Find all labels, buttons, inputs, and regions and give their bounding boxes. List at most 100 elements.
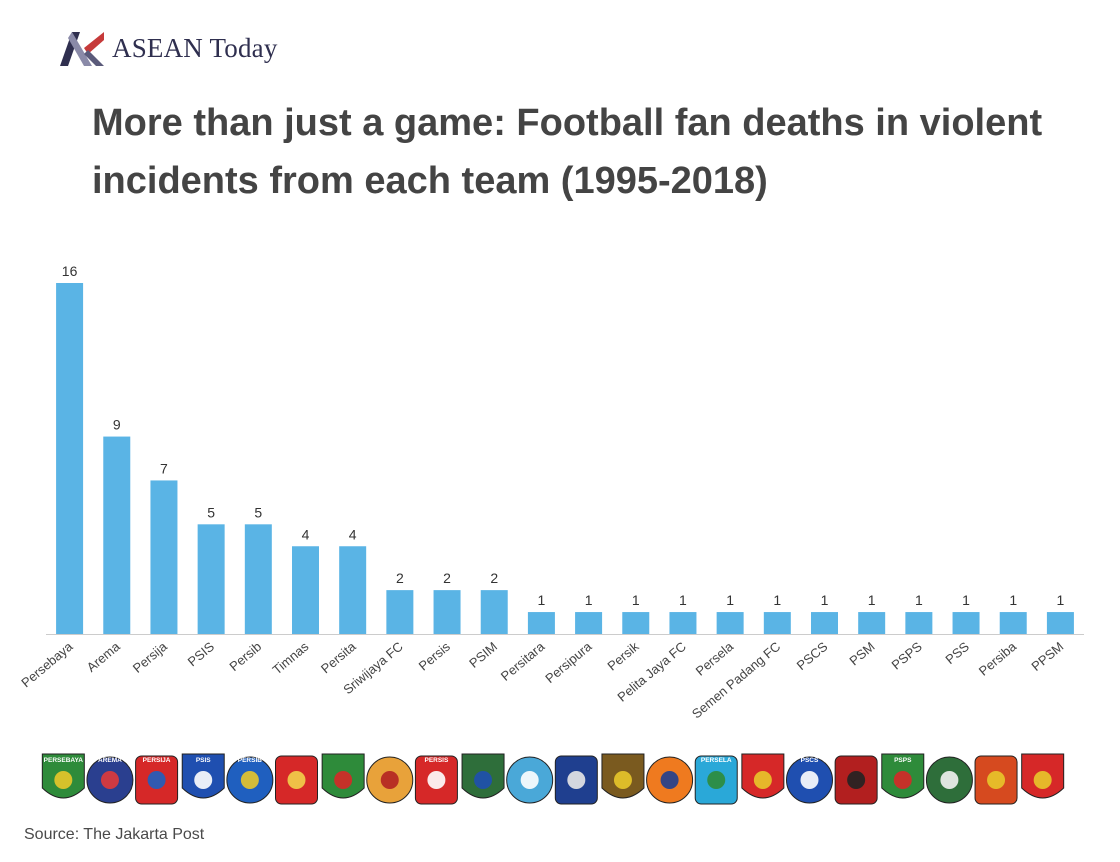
crest-pscs-icon: PSCS — [786, 756, 833, 804]
crest-timnas-icon — [275, 755, 318, 805]
data-label: 1 — [868, 592, 876, 608]
crest-label: PSCS — [801, 757, 819, 764]
x-tick-label: Persebaya — [18, 638, 76, 690]
bar-persija — [150, 480, 178, 634]
data-label: 1 — [726, 592, 734, 608]
source-note: Source: The Jakarta Post — [24, 826, 205, 843]
data-label: 1 — [679, 592, 687, 608]
crest-persija-icon: PERSIJA — [135, 755, 179, 805]
data-label: 4 — [349, 526, 357, 542]
brand-name: ASEAN Today — [112, 32, 278, 63]
x-tick-label: Arema — [84, 638, 124, 675]
crest-label: PSPS — [894, 757, 912, 764]
bar-chart: 16 Persebaya 9 Arema 7 Persija 5 PSIS 5 Persib 4 Ti… — [18, 263, 1084, 722]
data-label: 1 — [632, 592, 640, 608]
bar-persik — [622, 612, 650, 634]
crest-persebaya-icon: PERSEBAYA — [41, 753, 85, 799]
bar-psm — [858, 612, 886, 634]
data-label: 2 — [396, 570, 404, 586]
crest-label: PERSELA — [701, 757, 732, 764]
crest-pelita-jaya-fc-icon — [646, 756, 694, 804]
crest-psim-icon — [461, 753, 505, 799]
x-tick-label: PSS — [942, 639, 972, 667]
x-tick-label: PSIM — [466, 639, 500, 671]
bar-ppsm — [1046, 612, 1074, 634]
data-label: 5 — [254, 504, 262, 520]
bar-pelita-jaya-fc — [669, 612, 697, 634]
chart-title: More than just a game: Football fan deat… — [92, 102, 1043, 202]
crest-label: PSIS — [196, 757, 211, 764]
x-tick-label: PSCS — [794, 639, 831, 673]
crest-persis-icon: PERSIS — [414, 755, 458, 805]
bar-semen-padang-fc — [763, 612, 791, 634]
data-label: 1 — [1057, 592, 1065, 608]
crest-persitara-icon — [506, 756, 554, 804]
data-label: 5 — [207, 504, 215, 520]
data-label: 1 — [773, 592, 781, 608]
bar-persitara — [527, 612, 555, 634]
data-label: 2 — [443, 570, 451, 586]
asean-today-logo-icon — [60, 32, 104, 66]
x-tick-label: Persik — [604, 638, 642, 673]
crest-psps-icon: PSPS — [881, 753, 925, 799]
bar-pss — [952, 612, 980, 634]
data-label: 1 — [962, 592, 970, 608]
crest-persita-icon — [321, 753, 365, 799]
crest-persib-icon: PERSIB — [226, 756, 274, 804]
crest-label: AREMA — [98, 757, 122, 764]
bar-persebaya — [56, 283, 84, 634]
bar-timnas — [292, 546, 319, 634]
crest-label: PERSIS — [424, 757, 449, 764]
bar-psis — [197, 524, 225, 634]
data-label: 1 — [585, 592, 593, 608]
bar-persib — [244, 524, 272, 634]
x-tick-label: Persela — [693, 638, 737, 678]
crest-arema-icon: AREMA — [86, 756, 134, 804]
data-label: 1 — [821, 592, 829, 608]
data-label: 1 — [915, 592, 923, 608]
crest-semen-padang-fc-icon — [741, 753, 785, 799]
bar-psim — [480, 590, 508, 634]
x-tick-label: Persitara — [498, 638, 548, 683]
crest-persipura-icon — [554, 755, 598, 805]
data-label: 9 — [113, 417, 121, 433]
team-crests-row: PERSEBAYA AREMA PERSIJA PSIS PERSIB PERSIS PER… — [41, 753, 1065, 805]
crest-psis-icon: PSIS — [181, 753, 225, 799]
data-label: 1 — [538, 592, 546, 608]
x-tick-label: PSM — [846, 639, 877, 669]
x-tick-label: PSIS — [185, 639, 218, 670]
crest-persela-icon: PERSELA — [694, 755, 738, 805]
x-tick-label: Persipura — [542, 638, 595, 686]
data-label: 16 — [62, 263, 78, 279]
crest-sriwijaya-fc-icon — [366, 756, 414, 804]
crest-pss-icon — [925, 756, 973, 804]
data-label: 7 — [160, 460, 168, 476]
crest-ppsm-icon — [1021, 753, 1065, 799]
bar-persiba — [999, 612, 1027, 634]
bar-persela — [716, 612, 744, 634]
bar-persis — [433, 590, 461, 634]
x-tick-label: PSPS — [889, 639, 925, 673]
crest-psm-icon — [834, 755, 878, 805]
x-tick-label: Timnas — [270, 638, 312, 677]
x-tick-label: Persib — [226, 639, 264, 674]
data-label: 2 — [490, 570, 498, 586]
x-tick-label: Persiba — [976, 638, 1020, 678]
x-tick-label: Semen Padang FC — [689, 639, 783, 722]
bar-persipura — [575, 612, 603, 634]
x-tick-label: Persis — [416, 638, 454, 673]
bar-pscs — [811, 612, 838, 634]
bar-psps — [905, 612, 933, 634]
bar-persita — [339, 546, 367, 634]
x-tick-label: Persita — [318, 638, 359, 676]
bar-arema — [103, 436, 131, 634]
crest-label: PERSIJA — [143, 757, 171, 764]
data-label: 1 — [1009, 592, 1017, 608]
crest-label: PERSEBAYA — [44, 757, 84, 764]
crest-persiba-icon — [974, 755, 1018, 805]
bar-sriwijaya-fc — [386, 590, 414, 634]
x-tick-label: Persija — [130, 638, 171, 676]
data-label: 4 — [302, 526, 310, 542]
crest-label: PERSIB — [238, 757, 263, 764]
crest-persik-icon — [601, 753, 645, 799]
